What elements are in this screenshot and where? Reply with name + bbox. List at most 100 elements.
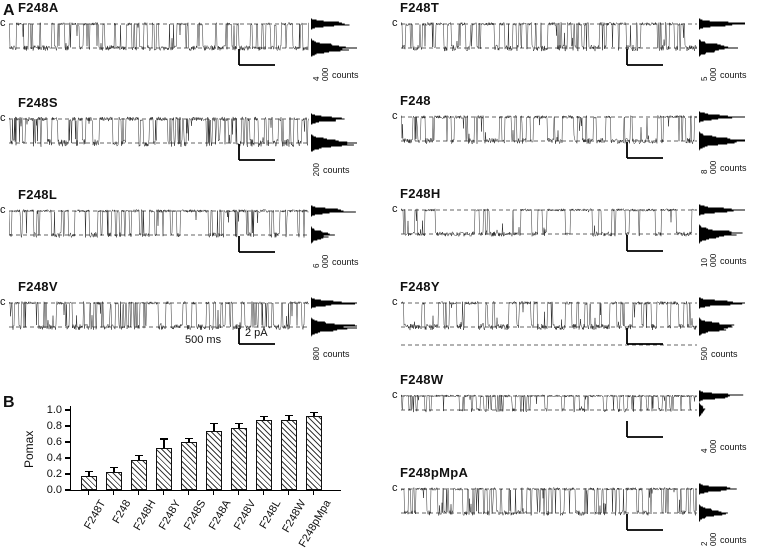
y-tick-label: 1.0 — [46, 404, 62, 416]
y-tick — [65, 473, 70, 475]
x-tick — [288, 491, 290, 495]
trace-title: F248W — [400, 372, 444, 387]
amplitude-histogram — [699, 483, 737, 522]
current-trace — [9, 208, 309, 253]
amplitude-histogram — [311, 18, 357, 57]
closed-state-label: c — [392, 482, 398, 494]
y-tick — [65, 489, 70, 491]
y-tick-label: 0.4 — [46, 452, 62, 464]
bar-chart-plot-area — [70, 406, 341, 491]
bar-F248V — [231, 428, 247, 490]
amplitude-histogram — [699, 18, 745, 57]
error-bar-cap — [185, 437, 193, 439]
bar-F248L — [256, 419, 272, 490]
error-bar-cap — [110, 467, 118, 469]
counts-scale-value: 5 000 — [700, 67, 718, 81]
y-tick-label: 0.8 — [46, 420, 62, 432]
counts-scale-value: 6 000 — [312, 254, 330, 268]
counts-axis-label: counts — [720, 70, 747, 80]
error-bar — [188, 438, 190, 442]
x-tick — [88, 491, 90, 495]
counts-axis-label: counts — [711, 349, 738, 359]
histogram-block: 4 000 counts — [699, 387, 747, 453]
error-bar-cap — [135, 455, 143, 457]
error-bar — [113, 468, 115, 473]
histogram-block: 5 000 counts — [699, 15, 747, 81]
amplitude-histogram — [699, 204, 745, 244]
bar-F248 — [106, 472, 122, 490]
histogram-block: 4 000 counts — [311, 15, 359, 81]
current-trace — [9, 21, 309, 66]
x-tick — [138, 491, 140, 495]
closed-state-label: c — [392, 389, 398, 401]
trace-panel-F248: F248 c 8 000 counts — [392, 93, 777, 186]
error-bar-cap — [85, 471, 93, 473]
trace-panel-F248Y: F248Y c 500 counts — [392, 279, 777, 372]
current-trace — [401, 114, 697, 159]
counts-scale-value: 4 000 — [700, 439, 718, 453]
counts-axis-label: counts — [720, 163, 747, 173]
closed-state-label: c — [392, 203, 398, 215]
y-tick — [65, 425, 70, 427]
y-tick-label: 0.6 — [46, 436, 62, 448]
amplitude-histogram — [699, 297, 745, 336]
counts-scale-value: 10 000 — [700, 253, 718, 267]
x-tick — [238, 491, 240, 495]
bar-F248W — [281, 419, 297, 490]
x-tick — [113, 491, 115, 495]
trace-title: F248pMpA — [400, 465, 469, 480]
bar-F248S — [181, 442, 197, 490]
histogram-block: 6 000 counts — [311, 202, 359, 268]
histogram-block: 800 counts — [311, 294, 357, 360]
trace-panel-F248pMpA: F248pMpA c 2 000 counts — [392, 465, 777, 559]
counts-axis-label: counts — [720, 442, 747, 452]
y-tick — [65, 441, 70, 443]
error-bar-cap — [160, 438, 168, 440]
panel-a-label: A — [3, 2, 15, 19]
current-trace — [401, 300, 697, 346]
amplitude-histogram — [699, 111, 745, 151]
closed-state-label: c — [0, 112, 6, 124]
current-trace — [401, 486, 697, 531]
closed-state-label: c — [0, 17, 6, 29]
current-trace — [401, 208, 697, 252]
histogram-block: 2 000 counts — [699, 480, 747, 546]
y-tick — [65, 409, 70, 411]
error-bar-cap — [235, 423, 243, 425]
error-bar — [213, 424, 215, 431]
error-bar — [238, 424, 240, 429]
closed-state-label: c — [0, 296, 6, 308]
counts-axis-label: counts — [323, 165, 350, 175]
counts-scale-value: 800 — [312, 346, 321, 360]
x-tick — [263, 491, 265, 495]
x-tick — [188, 491, 190, 495]
counts-scale-value: 500 — [700, 346, 709, 360]
histogram-block: 10 000 counts — [699, 201, 747, 267]
error-bar — [263, 417, 265, 420]
histogram-block: 8 000 counts — [699, 108, 747, 174]
error-bar — [288, 416, 290, 420]
panel-b-label: B — [3, 394, 15, 411]
current-trace: 2 pA 500 ms — [9, 300, 309, 346]
counts-scale-value: 200 — [312, 162, 321, 176]
closed-state-label: c — [392, 296, 398, 308]
counts-scale-value: 2 000 — [700, 532, 718, 546]
y-tick-label: 0.0 — [46, 484, 62, 496]
error-bar — [88, 472, 90, 476]
trace-panel-F248A: F248A c 4 000 counts — [0, 0, 392, 95]
trace-title: F248Y — [400, 279, 440, 294]
trace-title: F248S — [18, 95, 58, 110]
amplitude-histogram — [311, 297, 357, 337]
histogram-block: 200 counts — [311, 110, 357, 176]
bar-F248A — [206, 430, 222, 490]
bar-F248pMpa — [306, 415, 322, 490]
error-bar-cap — [310, 412, 318, 414]
closed-state-label: c — [392, 110, 398, 122]
error-bar-cap — [285, 415, 293, 417]
current-trace — [9, 116, 309, 161]
trace-panel-F248L: F248L c 6 000 counts — [0, 187, 392, 279]
current-scale-label: 2 pA — [245, 327, 268, 339]
bar-F248H — [131, 459, 147, 490]
x-tick — [163, 491, 165, 495]
counts-axis-label: counts — [332, 70, 359, 80]
